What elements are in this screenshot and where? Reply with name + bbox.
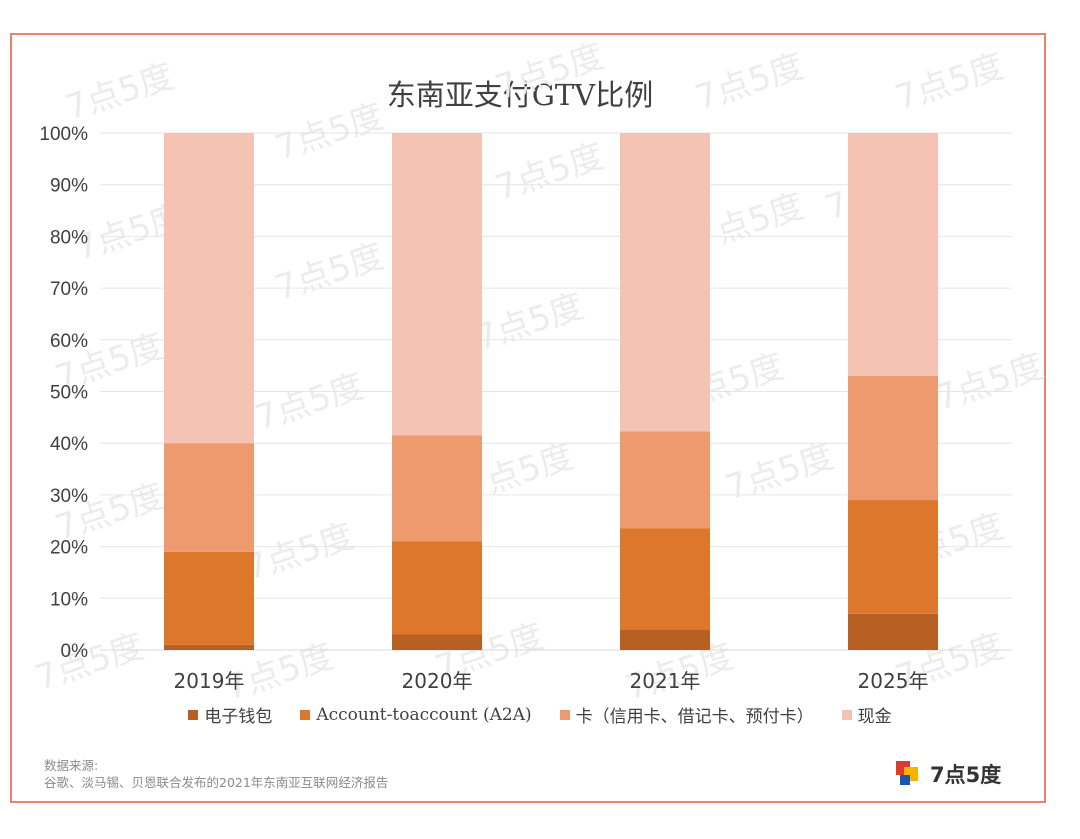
x-tick-label: 2019年 [174,669,245,693]
x-tick-label: 2021年 [630,669,701,693]
source-label: 数据来源: [44,758,99,773]
watermark: 7点5度 [690,46,808,118]
watermark: 7点5度 [890,46,1008,118]
stacked-bar-chart: 7点5度 7点5度 7点5度 7点5度 7点5度 7点5度 7点5度 7点5度 7点5度 7点5度… [30,36,1048,700]
legend-label: 电子钱包 [204,707,273,727]
logo-icon [896,761,922,787]
bar-segment [620,528,710,630]
y-tick-label: 0% [61,641,89,662]
legend-item: 电子钱包 [188,702,272,727]
bar-segment [164,133,254,444]
source-text: 谷歌、淡马锡、贝恩联合发布的2021年东南亚互联网经济报告 [44,775,389,790]
watermark: 7点5度 [240,516,358,588]
y-tick-label: 40% [50,434,88,455]
bar-segment [848,500,938,614]
bar-segment [848,613,938,650]
legend-item: Account-toaccount (A2A) [300,702,532,727]
legend-label: 卡（信用卡、借记卡、预付卡） [575,707,814,727]
bar-segment [848,375,938,501]
y-tick-label: 90% [50,176,88,197]
legend-label: Account-toaccount (A2A) [316,704,532,725]
watermark: 7点5度 [270,236,388,308]
logo-text: 7点5度 [930,763,1002,787]
watermark: 7点5度 [250,366,368,438]
x-tick-label: 2025年 [858,669,929,693]
legend-label: 现金 [857,707,892,727]
legend-item: 现金 [841,702,892,727]
bar-segment [392,634,482,650]
y-tick-label: 70% [50,279,88,300]
watermark: 7点5度 [490,136,608,208]
bar-segment [620,431,710,529]
watermark: 7点5度 [470,286,588,358]
bar-segment [164,443,254,552]
y-tick-label: 10% [50,589,88,610]
legend-swatch [559,709,570,720]
bar-segment [392,133,482,436]
bar-segment [620,133,710,432]
bar-segment [392,435,482,542]
source-note: 数据来源: 谷歌、淡马锡、贝恩联合发布的2021年东南亚互联网经济报告 [44,757,388,791]
y-tick-label: 50% [50,383,88,404]
watermark: 7点5度 [270,96,388,168]
bar-segment [620,629,710,650]
legend-swatch [841,709,852,720]
watermark: 7点5度 [490,36,608,108]
watermark: 7点5度 [720,436,838,508]
brand-logo: 7点5度 [896,760,1001,788]
bar-segment [848,133,938,376]
chart-title: 东南亚支付GTV比例 [386,78,654,112]
watermark: 7点5度 [30,626,148,698]
x-tick-label: 2020年 [402,669,473,693]
bar-segment [164,551,254,645]
y-tick-label: 80% [50,227,88,248]
bar-segment [392,541,482,635]
chart-legend: 电子钱包 Account-toaccount (A2A) 卡（信用卡、借记卡、预付卡… [0,702,1080,727]
watermark: 7点5度 [930,346,1048,418]
y-tick-label: 100% [39,124,88,145]
legend-swatch [300,709,311,720]
legend-item: 卡（信用卡、借记卡、预付卡） [559,702,814,727]
watermark: 7点5度 [60,56,178,128]
y-tick-label: 20% [50,538,88,559]
bar-segment [164,644,254,650]
y-tick-label: 30% [50,486,88,507]
y-tick-label: 60% [50,331,88,352]
legend-swatch [188,709,199,720]
